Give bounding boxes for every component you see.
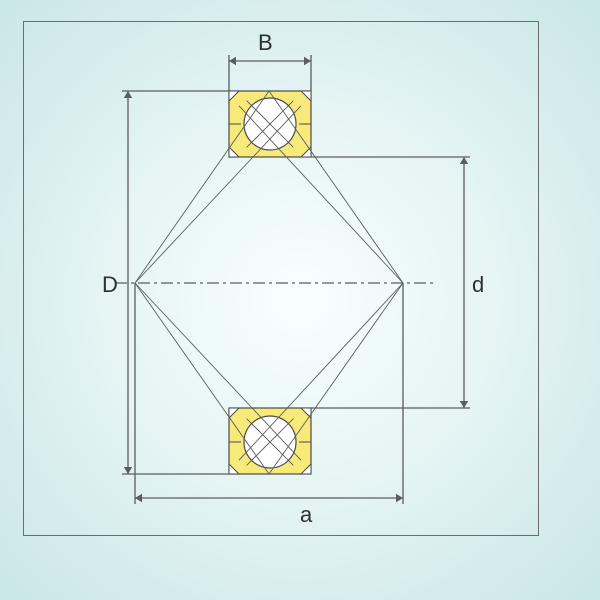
label-a: a	[300, 502, 312, 528]
label-d: d	[472, 272, 484, 298]
diagram-canvas: B D d a	[0, 0, 600, 600]
label-B: B	[258, 30, 273, 56]
label-D: D	[102, 272, 118, 298]
